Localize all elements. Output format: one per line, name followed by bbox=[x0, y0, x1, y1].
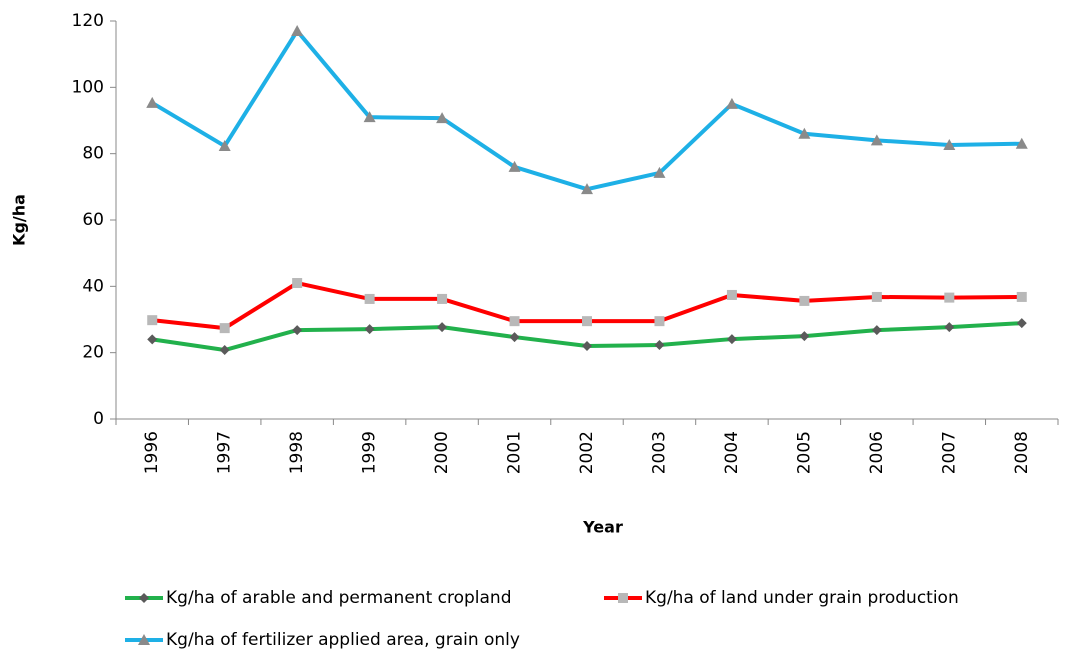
y-tick-label: 40 bbox=[82, 276, 104, 296]
data-point bbox=[654, 316, 665, 327]
data-point bbox=[509, 332, 520, 343]
y-tick-label: 80 bbox=[82, 144, 104, 164]
legend-label: Kg/ha of fertilizer applied area, grain … bbox=[166, 630, 520, 650]
data-point bbox=[799, 331, 810, 342]
x-tick-label: 1998 bbox=[287, 431, 307, 474]
data-point bbox=[653, 166, 666, 178]
data-point bbox=[364, 293, 375, 304]
x-tick-label: 1997 bbox=[215, 431, 235, 474]
data-point bbox=[871, 325, 882, 336]
data-point bbox=[508, 160, 521, 172]
data-point bbox=[219, 345, 230, 356]
data-point bbox=[437, 322, 448, 333]
x-tick-label: 2005 bbox=[794, 431, 814, 474]
data-point bbox=[437, 293, 448, 304]
data-point bbox=[1016, 291, 1027, 302]
legend-label: Kg/ha of land under grain production bbox=[645, 588, 959, 608]
data-point bbox=[798, 127, 811, 139]
data-point bbox=[363, 111, 376, 123]
y-tick-label: 120 bbox=[72, 11, 104, 31]
legend-marker bbox=[618, 593, 628, 603]
data-point bbox=[147, 315, 158, 326]
data-point bbox=[147, 334, 158, 345]
legend-label: Kg/ha of arable and permanent cropland bbox=[166, 588, 512, 608]
data-point bbox=[146, 96, 159, 108]
series-line bbox=[151, 28, 1022, 192]
data-point bbox=[436, 112, 449, 124]
x-tick-label: 2002 bbox=[577, 431, 597, 474]
data-point bbox=[292, 278, 303, 289]
data-point bbox=[581, 183, 593, 195]
x-tick-label: 2008 bbox=[1012, 431, 1032, 474]
data-point bbox=[726, 289, 737, 300]
data-point bbox=[582, 341, 592, 352]
data-point bbox=[799, 295, 810, 306]
data-point bbox=[944, 322, 955, 333]
data-point bbox=[291, 24, 304, 36]
data-point bbox=[726, 334, 737, 345]
data-point bbox=[219, 323, 230, 334]
x-tick-label: 2007 bbox=[939, 431, 959, 474]
data-point bbox=[218, 140, 231, 152]
data-point bbox=[654, 340, 665, 351]
data-point bbox=[582, 316, 592, 327]
data-point bbox=[364, 324, 375, 335]
x-tick-label: 2004 bbox=[722, 431, 742, 474]
data-point bbox=[725, 97, 738, 109]
y-axis-title: Kg/ha bbox=[10, 194, 29, 246]
x-tick-label: 2001 bbox=[505, 431, 525, 474]
legend-marker bbox=[139, 593, 149, 603]
y-tick-label: 20 bbox=[82, 343, 104, 363]
data-point bbox=[1016, 318, 1027, 329]
x-axis-title: Year bbox=[582, 518, 623, 537]
x-tick-label: 1999 bbox=[360, 431, 380, 474]
data-point bbox=[944, 292, 955, 303]
x-tick-label: 2003 bbox=[649, 431, 669, 474]
data-point bbox=[509, 316, 520, 327]
x-tick-label: 2000 bbox=[432, 431, 452, 474]
y-tick-label: 0 bbox=[93, 409, 104, 429]
data-point bbox=[871, 291, 882, 302]
y-tick-label: 100 bbox=[72, 77, 104, 97]
y-tick-label: 60 bbox=[82, 210, 104, 230]
x-tick-label: 1996 bbox=[142, 431, 162, 474]
data-point bbox=[292, 325, 303, 336]
data-point bbox=[870, 134, 883, 146]
x-tick-label: 2006 bbox=[867, 431, 887, 474]
data-point bbox=[943, 139, 956, 151]
data-point bbox=[1015, 137, 1028, 149]
legend-marker bbox=[138, 634, 150, 645]
